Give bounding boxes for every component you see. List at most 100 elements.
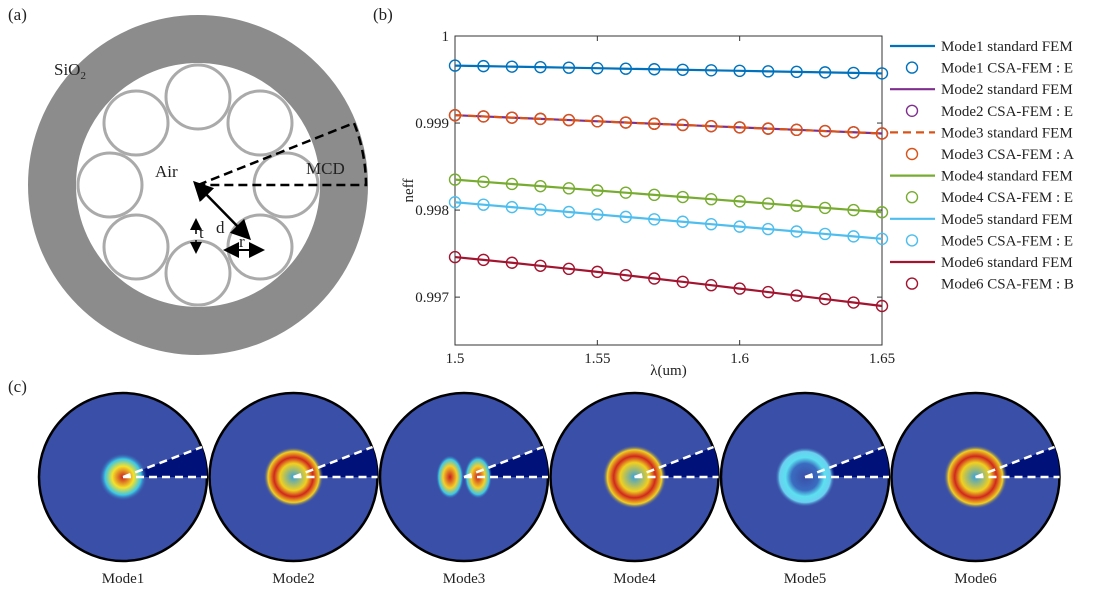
marker xyxy=(562,205,576,219)
marker xyxy=(619,116,632,129)
marker xyxy=(648,213,661,226)
marker xyxy=(591,265,604,279)
y-axis-label: neff xyxy=(401,179,417,203)
series-line xyxy=(454,64,883,75)
marker xyxy=(705,193,718,206)
y-tick-label: 0.997 xyxy=(415,290,449,306)
marker xyxy=(875,127,889,140)
marker xyxy=(591,62,604,75)
marker xyxy=(591,115,604,128)
marker xyxy=(818,66,832,79)
marker xyxy=(761,65,775,78)
marker xyxy=(676,118,689,132)
marker xyxy=(733,282,746,295)
chart: 1.5 1.55 1.6 1.65 0.997 0.998 0.999 1 λ(um) neff M… xyxy=(401,29,1074,379)
legend-label: Mode5 standard FEM xyxy=(941,212,1073,228)
marker xyxy=(562,113,576,127)
marker xyxy=(477,253,490,267)
mcd-boundary xyxy=(122,445,207,479)
y-tick-label: 1 xyxy=(442,29,450,45)
marker xyxy=(477,175,490,188)
marker xyxy=(505,177,519,191)
marker xyxy=(705,217,718,231)
mode-field: Mode5 xyxy=(719,391,891,587)
marker xyxy=(733,121,746,134)
marker xyxy=(790,123,803,137)
mcd-label: MCD xyxy=(306,159,345,178)
marker xyxy=(676,275,689,289)
d-arrow xyxy=(193,180,251,241)
x-tick-label: 1.5 xyxy=(446,351,465,367)
marker xyxy=(818,227,832,241)
marker xyxy=(534,179,547,193)
marker xyxy=(818,124,832,138)
legend-label: Mode6 standard FEM xyxy=(941,255,1073,271)
marker xyxy=(505,60,519,73)
series-line xyxy=(454,201,883,240)
marker xyxy=(818,292,832,306)
marker xyxy=(648,63,661,76)
marker xyxy=(705,279,718,292)
marker xyxy=(505,256,519,269)
marker xyxy=(619,62,632,75)
mode-field: Mode1 xyxy=(37,391,209,587)
marker xyxy=(847,203,860,217)
marker xyxy=(505,111,519,124)
marker xyxy=(448,109,462,122)
mode-label: Mode3 xyxy=(443,571,486,587)
legend-label: Mode1 standard FEM xyxy=(941,39,1073,55)
marker xyxy=(761,197,775,210)
panel-label: (c) xyxy=(8,377,27,396)
x-axis-label: λ(um) xyxy=(650,363,686,379)
legend-label: Mode1 CSA-FEM : E xyxy=(941,61,1073,77)
marker xyxy=(790,65,803,79)
x-tick-label: 1.65 xyxy=(869,351,895,367)
legend-label: Mode5 CSA-FEM : E xyxy=(941,233,1073,249)
series-line xyxy=(454,255,883,308)
mode-label: Mode1 xyxy=(102,571,145,587)
marker xyxy=(761,122,775,135)
sio2-subscript: 2 xyxy=(80,70,86,82)
marker xyxy=(761,285,775,299)
mcd-boundary xyxy=(634,445,719,479)
legend: Mode1 standard FEM Mode1 CSA-FEM : E Mode2… xyxy=(890,39,1074,293)
marker xyxy=(591,184,604,197)
legend-label: Mode4 CSA-FEM : E xyxy=(941,190,1073,206)
marker xyxy=(847,66,860,80)
legend-label: Mode2 CSA-FEM : E xyxy=(941,104,1073,120)
marker xyxy=(875,299,889,313)
legend-swatch xyxy=(905,104,919,118)
marker xyxy=(619,210,632,224)
marker xyxy=(534,112,547,126)
marker xyxy=(562,262,576,276)
mode-fields: Mode1 Mode2 Mode3 Mode4 Mode5 Mode6 xyxy=(37,391,1061,587)
marker xyxy=(733,64,746,78)
legend-swatch xyxy=(905,147,919,161)
mode-field: Mode2 xyxy=(208,391,379,587)
marker xyxy=(562,61,576,74)
marker xyxy=(676,215,689,228)
x-tick-label: 1.6 xyxy=(730,351,749,367)
marker xyxy=(648,117,661,130)
plot-area xyxy=(454,35,883,346)
marker xyxy=(847,126,860,139)
series-line xyxy=(454,114,883,135)
marker xyxy=(761,222,775,236)
marker xyxy=(847,230,860,243)
marker xyxy=(875,232,889,246)
marker xyxy=(648,188,661,202)
marker xyxy=(477,59,490,73)
x-tick-label: 1.55 xyxy=(584,351,610,367)
marker xyxy=(733,220,746,233)
mcd-boundary xyxy=(463,445,548,479)
marker xyxy=(448,250,462,264)
air-label: Air xyxy=(155,162,178,181)
panel-label: (b) xyxy=(373,5,393,24)
sio2-label: SiO2 xyxy=(54,60,86,82)
marker xyxy=(733,195,746,208)
marker xyxy=(790,225,803,238)
mode-label: Mode2 xyxy=(272,571,315,587)
legend-label: Mode3 CSA-FEM : A xyxy=(941,147,1074,163)
marker xyxy=(790,199,803,212)
marker xyxy=(705,119,718,133)
